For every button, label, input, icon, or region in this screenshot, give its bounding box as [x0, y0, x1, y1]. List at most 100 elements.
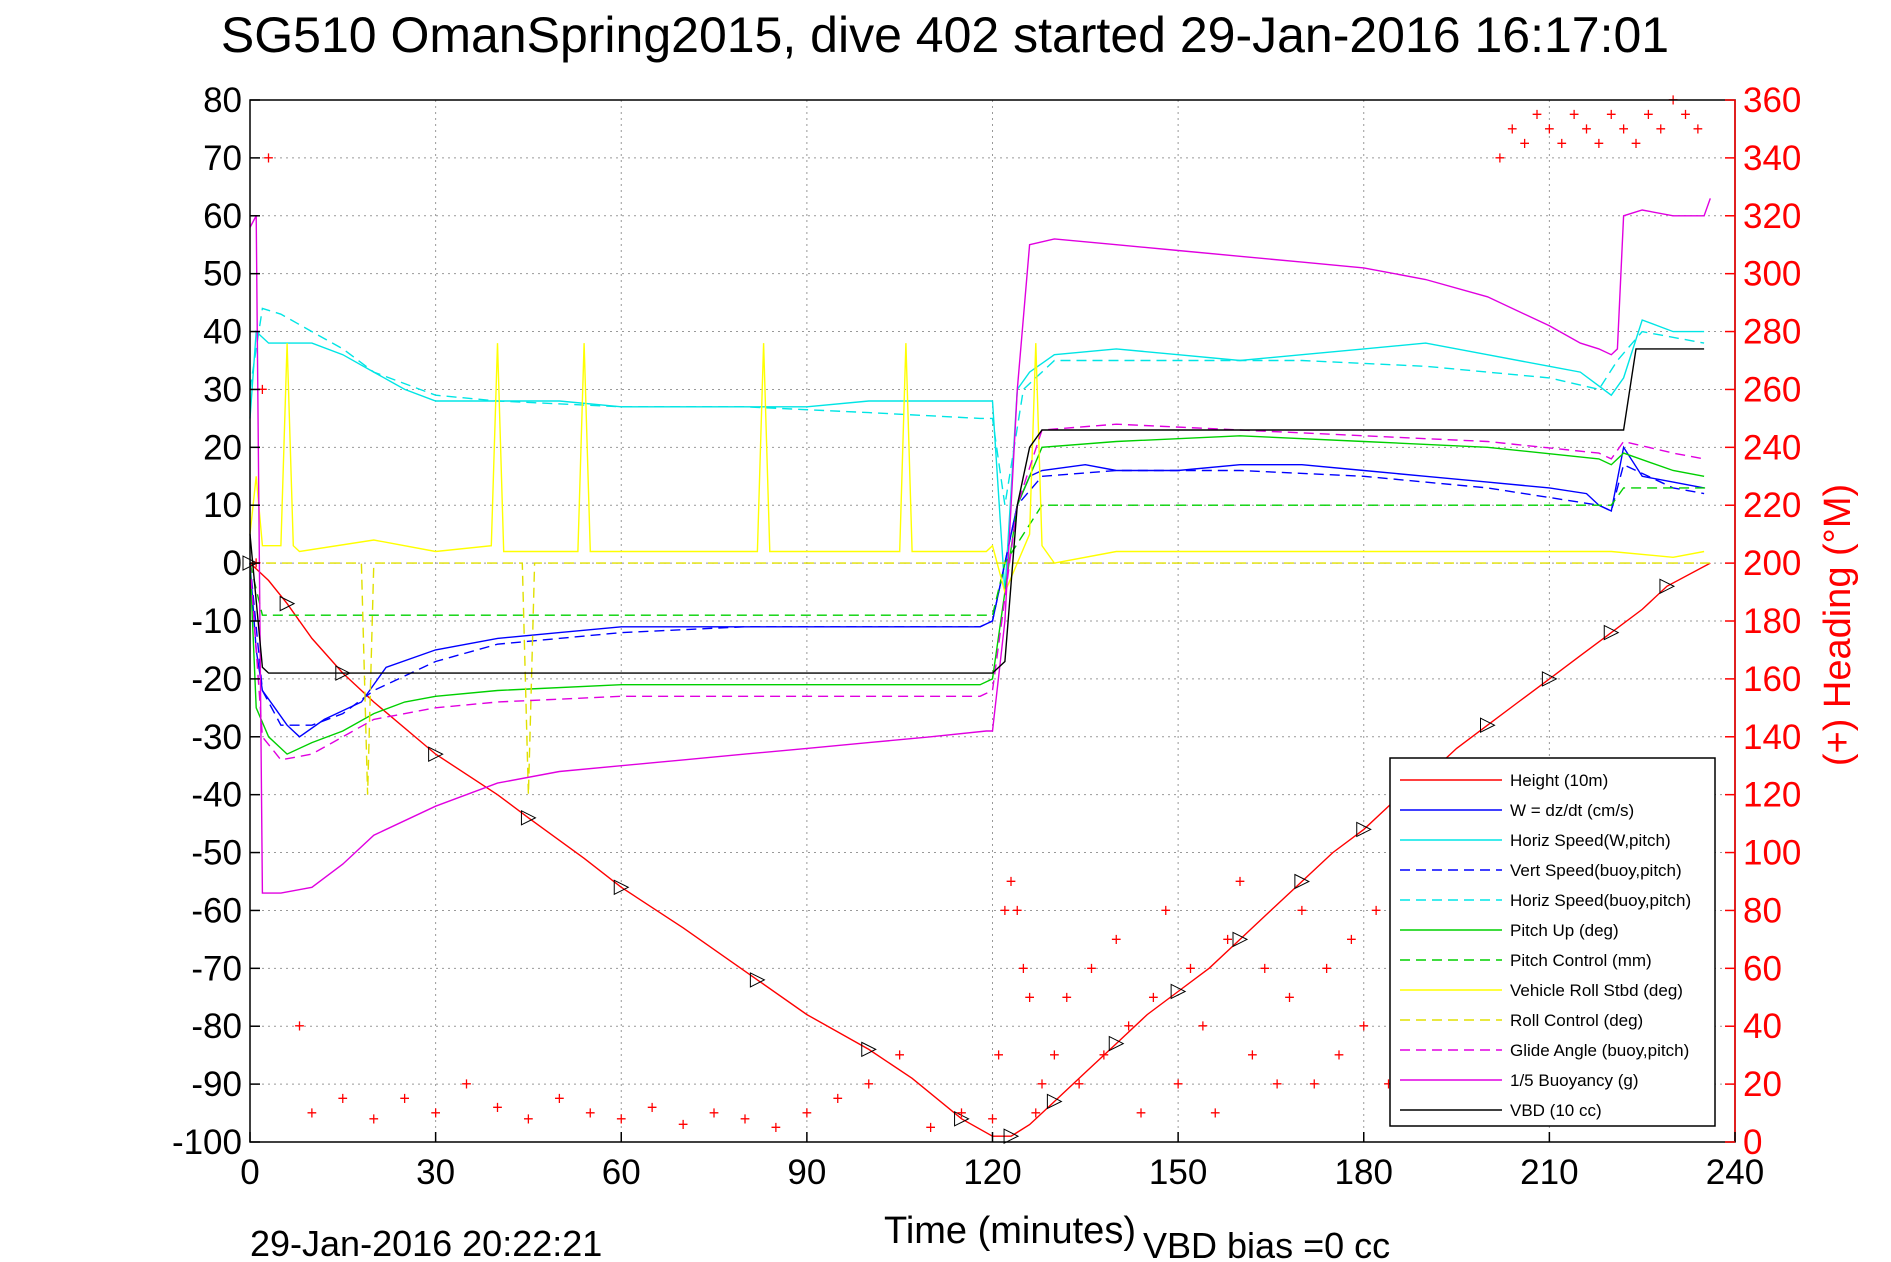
- heading-point: +: [771, 1118, 782, 1138]
- heading-point: +: [1618, 119, 1629, 139]
- y-tick-label: -30: [191, 718, 242, 757]
- x-axis-label: Time (minutes): [884, 1210, 1136, 1252]
- series-line-vert_buoy: [249, 463, 1705, 726]
- heading-point: +: [740, 1109, 751, 1129]
- legend-label-vbd: VBD (10 cc): [1510, 1101, 1602, 1120]
- right-tick-label: 140: [1743, 718, 1801, 757]
- heading-point: +: [1309, 1074, 1320, 1094]
- heading-point: +: [1631, 133, 1642, 153]
- height-marker: [861, 1041, 877, 1058]
- height-marker: [954, 1111, 970, 1127]
- legend-label-buoyancy: 1/5 Buoyancy (g): [1510, 1071, 1639, 1090]
- heading-point: +: [461, 1074, 472, 1094]
- x-tick-label: 90: [787, 1153, 826, 1192]
- legend-label-roll_ctrl: Roll Control (deg): [1510, 1011, 1643, 1030]
- heading-point: +: [1185, 958, 1196, 978]
- right-tick-label: 80: [1743, 891, 1782, 930]
- legend-label-horiz_w: Horiz Speed(W,pitch): [1510, 831, 1671, 850]
- heading-point: +: [399, 1089, 410, 1109]
- heading-point: +: [1099, 1045, 1110, 1065]
- x-tick-label: 30: [416, 1153, 455, 1192]
- heading-point: +: [1024, 987, 1035, 1007]
- heading-point: +: [263, 148, 274, 168]
- y-tick-label: -60: [191, 891, 242, 930]
- right-tick-label: 340: [1743, 139, 1801, 178]
- heading-point: +: [987, 1109, 998, 1129]
- height-marker: [1480, 717, 1496, 734]
- heading-point: +: [1556, 133, 1567, 153]
- heading-point: +: [585, 1103, 596, 1123]
- height-marker: [1294, 873, 1310, 890]
- y-tick-label: -50: [191, 834, 242, 873]
- x-tick-label: 210: [1520, 1153, 1578, 1192]
- series-line-roll: [249, 343, 1705, 595]
- y-tick-label: -70: [191, 949, 242, 988]
- heading-point: +: [307, 1103, 318, 1123]
- heading-point: +: [1086, 958, 1097, 978]
- height-marker: [1003, 1128, 1020, 1145]
- heading-point: +: [1346, 929, 1357, 949]
- right-tick-label: 260: [1743, 370, 1801, 409]
- heading-point: +: [1284, 987, 1295, 1007]
- heading-point: +: [616, 1109, 627, 1129]
- heading-point: +: [1210, 1103, 1221, 1123]
- legend-label-roll: Vehicle Roll Stbd (deg): [1510, 981, 1683, 1000]
- heading-point: +: [1272, 1074, 1283, 1094]
- heading-point: +: [1198, 1016, 1209, 1036]
- right-tick-label: 360: [1743, 81, 1801, 120]
- right-axis-ticks: 3603403203002802602402202001801601401201…: [1725, 81, 1801, 1162]
- y-tick-label: 40: [203, 313, 242, 352]
- heading-point: +: [802, 1103, 813, 1123]
- height-marker: [1108, 1035, 1125, 1052]
- height-marker: [613, 879, 630, 896]
- heading-point: +: [1173, 1074, 1184, 1094]
- series-line-buoyancy: [249, 198, 1711, 894]
- heading-point: +: [709, 1103, 720, 1123]
- y-tick-label: -10: [191, 602, 242, 641]
- series-line-height: [249, 562, 1711, 1137]
- right-tick-label: 300: [1743, 255, 1801, 294]
- legend: Height (10m) W = dz/dt (cm/s) Horiz Speed(…: [1389, 757, 1716, 1127]
- heading-point: +: [1371, 900, 1382, 920]
- x-tick-label: 240: [1706, 1153, 1764, 1192]
- legend-label-w: W = dz/dt (cm/s): [1510, 801, 1634, 820]
- series-line-pitch_up: [249, 435, 1705, 755]
- heading-point: +: [338, 1089, 349, 1109]
- heading-point: +: [993, 1045, 1004, 1065]
- right-tick-label: 280: [1743, 313, 1801, 352]
- right-tick-label: 200: [1743, 544, 1801, 583]
- height-marker: [1603, 624, 1620, 641]
- heading-point: +: [430, 1103, 441, 1123]
- heading-point: +: [1111, 929, 1122, 949]
- heading-point: +: [1148, 987, 1159, 1007]
- chart-title: SG510 OmanSpring2015, dive 402 started 2…: [221, 7, 1669, 63]
- heading-point: +: [1358, 1016, 1369, 1036]
- heading-point: +: [1061, 987, 1072, 1007]
- heading-point: +: [1031, 1103, 1042, 1123]
- y-tick-label: -90: [191, 1065, 242, 1104]
- x-axis-ticks: 0 30 60 90 120 150 180 210 240: [240, 1132, 1764, 1192]
- heading-point: +: [1222, 929, 1233, 949]
- heading-point: +: [1643, 104, 1654, 124]
- legend-label-height: Height (10m): [1510, 771, 1608, 790]
- heading-point: +: [1680, 104, 1691, 124]
- right-tick-label: 40: [1743, 1007, 1782, 1046]
- heading-point: +: [925, 1118, 936, 1138]
- series-line-roll_ctrl: [250, 562, 1711, 795]
- height-marker: [1541, 671, 1558, 687]
- heading-point: +: [1259, 958, 1270, 978]
- y-tick-label: 0: [223, 544, 242, 583]
- y-tick-label: 20: [203, 428, 242, 467]
- height-marker: [1356, 821, 1372, 838]
- series-line-horiz_buoy: [249, 307, 1705, 506]
- y-tick-label: 50: [203, 255, 242, 294]
- heading-point: +: [1655, 119, 1666, 139]
- height-marker: [749, 972, 766, 988]
- heading-point: +: [1018, 958, 1029, 978]
- right-tick-label: 220: [1743, 486, 1801, 525]
- heading-point: +: [1693, 119, 1704, 139]
- height-marker: [1232, 931, 1249, 948]
- heading-point: +: [1383, 1074, 1394, 1094]
- y-tick-label: -20: [191, 660, 242, 699]
